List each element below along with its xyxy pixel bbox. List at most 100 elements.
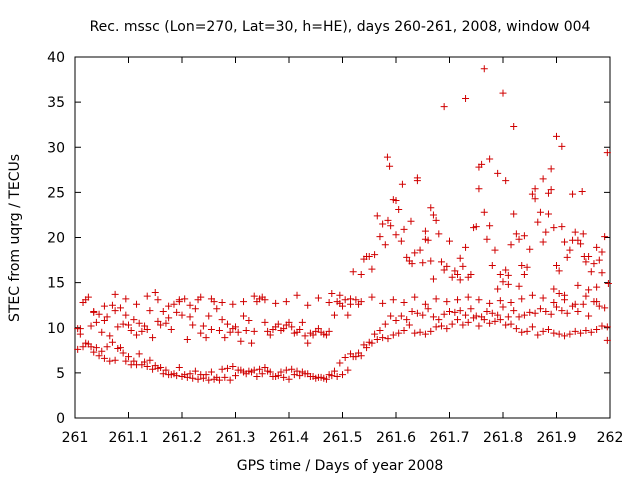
data-point bbox=[518, 295, 526, 303]
data-point bbox=[427, 204, 435, 212]
data-point bbox=[429, 211, 437, 219]
data-point bbox=[296, 372, 304, 380]
data-point bbox=[296, 326, 304, 334]
data-point bbox=[264, 367, 272, 375]
data-point bbox=[116, 304, 124, 312]
data-point bbox=[435, 316, 443, 324]
data-point bbox=[475, 163, 483, 171]
data-point bbox=[312, 374, 320, 382]
data-point bbox=[480, 208, 488, 216]
data-point bbox=[421, 330, 429, 338]
data-point bbox=[421, 227, 429, 235]
data-point bbox=[328, 289, 336, 297]
data-point bbox=[202, 371, 210, 379]
data-point bbox=[95, 310, 103, 318]
data-point bbox=[301, 332, 309, 340]
data-point bbox=[520, 271, 528, 279]
data-point bbox=[526, 308, 534, 316]
data-point bbox=[240, 312, 248, 320]
data-point bbox=[593, 283, 601, 291]
data-point bbox=[274, 372, 282, 380]
data-point bbox=[159, 370, 167, 378]
data-point bbox=[90, 308, 98, 316]
data-point bbox=[282, 298, 290, 306]
data-point bbox=[443, 262, 451, 270]
data-point bbox=[309, 331, 317, 339]
data-point bbox=[563, 253, 571, 261]
data-point bbox=[467, 271, 475, 279]
data-point bbox=[186, 301, 194, 309]
data-point bbox=[429, 313, 437, 321]
data-point bbox=[149, 365, 157, 373]
data-point bbox=[122, 295, 130, 303]
data-point bbox=[456, 276, 464, 284]
data-point bbox=[253, 372, 261, 380]
x-tick-label: 261.4 bbox=[269, 430, 309, 446]
data-point bbox=[510, 122, 518, 130]
data-point bbox=[336, 359, 344, 367]
data-point bbox=[472, 223, 480, 231]
data-point bbox=[595, 256, 603, 264]
data-point bbox=[333, 372, 341, 380]
data-point bbox=[100, 354, 108, 362]
data-point bbox=[411, 329, 419, 337]
x-tick-label: 261.8 bbox=[483, 430, 523, 446]
data-point bbox=[127, 326, 135, 334]
x-tick-label: 261.2 bbox=[162, 430, 202, 446]
data-point bbox=[400, 326, 408, 334]
y-tick-label: 5 bbox=[56, 366, 65, 382]
data-point bbox=[523, 263, 531, 271]
data-point bbox=[352, 296, 360, 304]
data-point bbox=[598, 248, 606, 256]
data-point bbox=[349, 268, 357, 276]
data-point bbox=[585, 312, 593, 320]
data-point bbox=[159, 308, 167, 316]
data-point bbox=[100, 302, 108, 310]
chart-title: Rec. mssc (Lon=270, Lat=30, h=HE), days … bbox=[90, 19, 591, 35]
data-point bbox=[167, 326, 175, 334]
data-point bbox=[111, 307, 119, 315]
data-point bbox=[587, 328, 595, 336]
data-point bbox=[397, 237, 405, 245]
data-point bbox=[475, 296, 483, 304]
data-point bbox=[550, 285, 558, 293]
data-point bbox=[520, 311, 528, 319]
data-point bbox=[459, 262, 467, 270]
data-point bbox=[293, 367, 301, 375]
data-point bbox=[232, 323, 239, 331]
data-point bbox=[528, 323, 536, 331]
data-point bbox=[510, 307, 518, 315]
data-point bbox=[194, 375, 202, 383]
data-point bbox=[108, 301, 116, 309]
y-tick-label: 15 bbox=[47, 276, 65, 292]
data-point bbox=[151, 289, 159, 297]
data-point bbox=[143, 292, 151, 300]
data-point bbox=[432, 295, 440, 303]
data-point bbox=[357, 298, 365, 306]
data-point bbox=[376, 233, 384, 241]
y-tick-label: 10 bbox=[47, 321, 65, 337]
data-point bbox=[515, 282, 523, 290]
data-point bbox=[229, 363, 237, 371]
data-point bbox=[550, 224, 558, 232]
data-point bbox=[451, 308, 459, 316]
y-tick-label: 35 bbox=[47, 95, 65, 111]
data-point bbox=[451, 267, 459, 275]
data-point bbox=[582, 292, 590, 300]
data-point bbox=[544, 210, 552, 218]
data-point bbox=[199, 374, 207, 382]
data-point bbox=[547, 186, 555, 194]
data-point bbox=[325, 298, 333, 306]
data-point bbox=[403, 316, 411, 324]
data-point bbox=[475, 185, 483, 193]
data-point bbox=[213, 305, 221, 313]
data-point bbox=[502, 266, 510, 274]
data-point bbox=[175, 298, 183, 306]
data-point bbox=[507, 320, 515, 328]
data-point bbox=[603, 149, 611, 157]
data-point bbox=[240, 298, 248, 306]
data-point bbox=[443, 298, 451, 306]
data-point bbox=[547, 310, 555, 318]
data-point bbox=[601, 233, 609, 241]
data-point bbox=[207, 295, 215, 303]
